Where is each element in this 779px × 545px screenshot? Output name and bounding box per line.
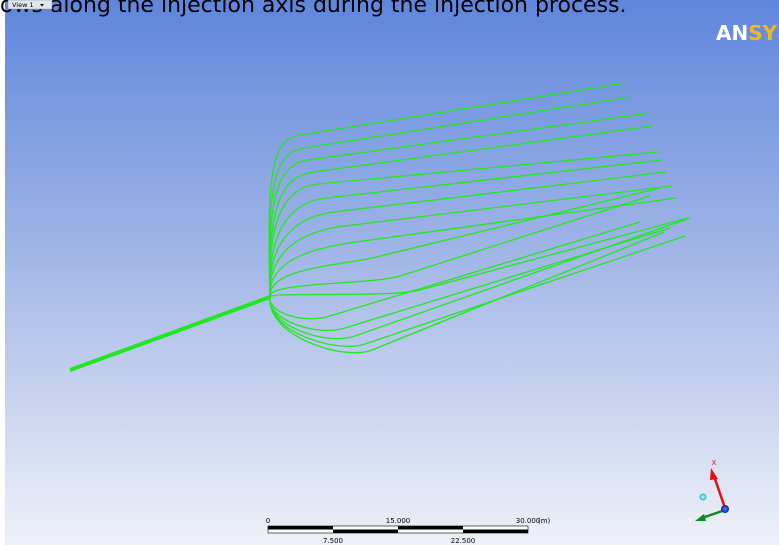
scale-bar: 0 15.000 30.000 (m) 7.500 22.500 xyxy=(266,517,551,545)
streamline xyxy=(269,197,677,298)
scale-seg xyxy=(398,526,463,530)
scale-label: 0 xyxy=(266,517,270,525)
scale-unit: (m) xyxy=(538,517,551,525)
y-axis-arrow xyxy=(701,508,726,520)
view-tab-arrow[interactable] xyxy=(40,4,44,7)
streamlines xyxy=(69,82,691,372)
view-tab[interactable] xyxy=(7,0,53,10)
scale-label: 22.500 xyxy=(451,537,476,545)
z-axis-ball xyxy=(721,505,729,513)
scale-seg xyxy=(268,526,333,530)
logo-sys: SYS xyxy=(748,21,779,45)
axis-triad: X Y xyxy=(687,459,729,525)
scale-label: 7.500 xyxy=(323,537,343,545)
logo: ANSYS xyxy=(716,21,779,45)
view-tab-label[interactable]: View 1 xyxy=(12,1,34,9)
streamline xyxy=(269,187,661,298)
eye-ball xyxy=(699,493,707,501)
streamline xyxy=(269,231,665,354)
x-axis-label: X xyxy=(712,459,717,467)
streamline xyxy=(269,195,651,298)
streamline xyxy=(269,171,667,298)
scale-label: 15.000 xyxy=(386,517,411,525)
scale-seg xyxy=(333,529,398,533)
scale-seg xyxy=(463,529,528,533)
caption: ows along the injection axis during the … xyxy=(0,0,627,18)
viewport xyxy=(5,0,779,545)
injection-line xyxy=(69,295,271,372)
streamline xyxy=(269,221,641,320)
streamline xyxy=(269,185,673,298)
scale-label: 30.000 xyxy=(516,517,541,525)
x-arrow-head xyxy=(710,468,718,480)
x-axis-arrow xyxy=(712,475,727,509)
logo-an: AN xyxy=(716,21,748,45)
y-axis-label: Y xyxy=(687,517,693,525)
y-arrow-head xyxy=(695,514,706,521)
